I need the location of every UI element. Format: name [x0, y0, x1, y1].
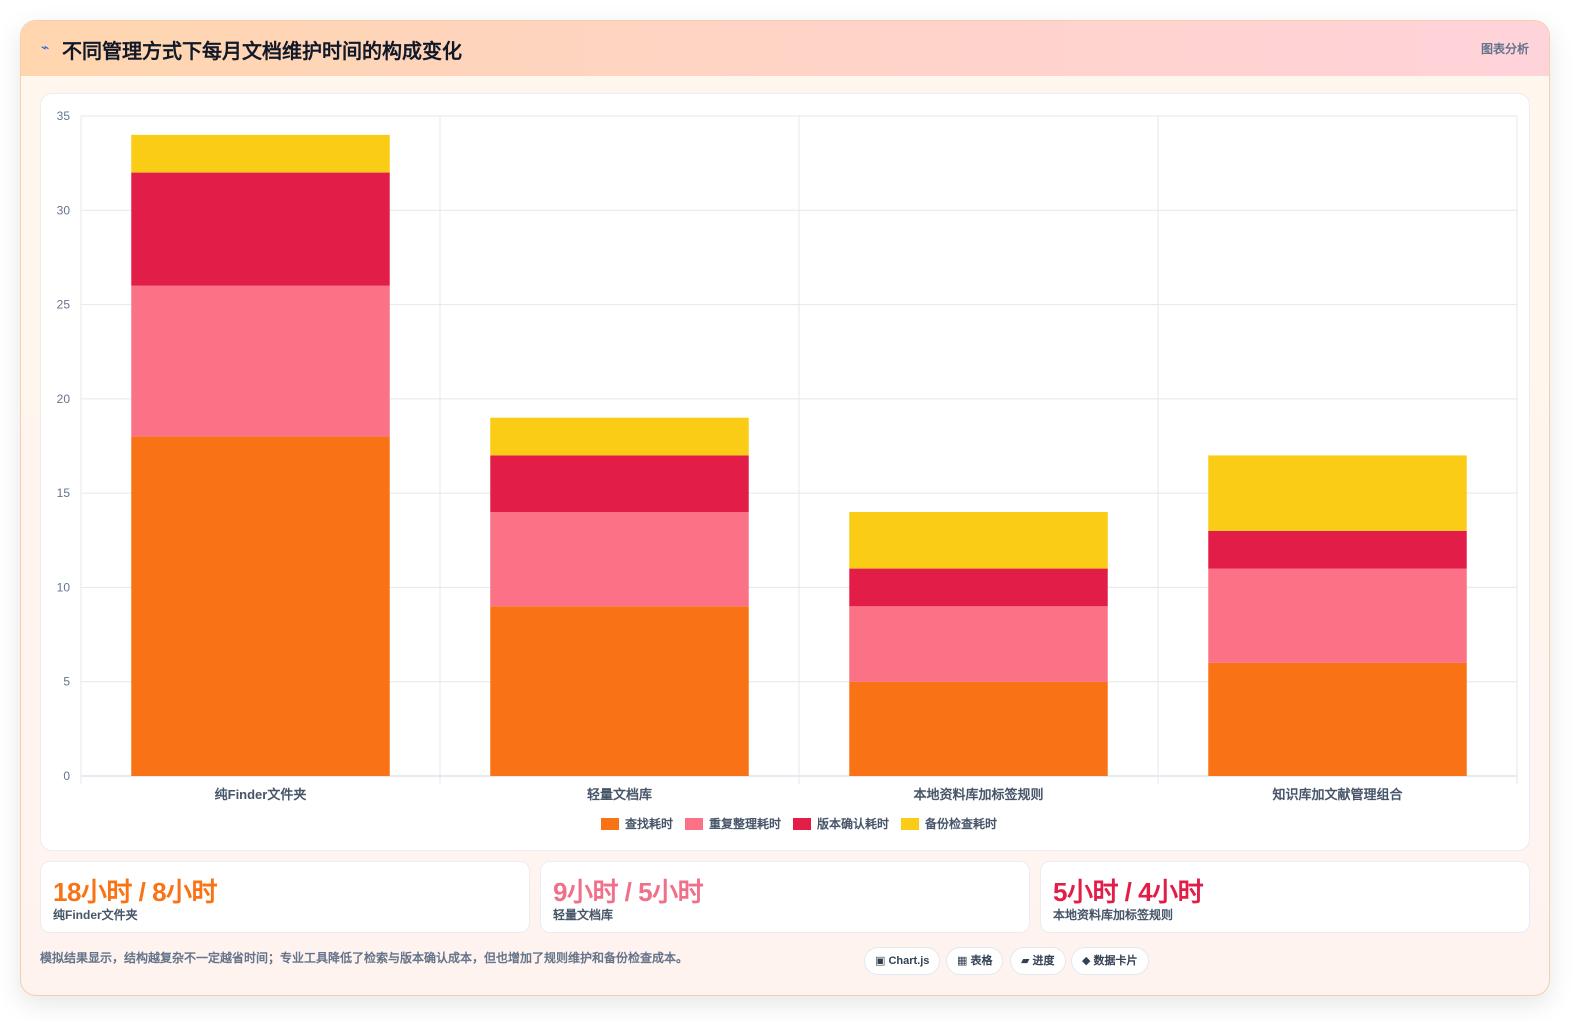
chart-card: ⌁ 不同管理方式下每月文档维护时间的构成变化 图表分析 0 5 10 15 20 25 30… [20, 20, 1550, 996]
legend-label: 重复整理耗时 [709, 816, 781, 831]
bar-segment [1208, 530, 1467, 569]
chart-analysis-tag: 图表分析 [1480, 42, 1529, 56]
bar-segment [490, 455, 749, 512]
bar-segment [849, 512, 1108, 569]
stats-row: 18小时 / 8小时 纯Finder文件夹 9小时 / 5小时 轻量文档库 5小… [40, 861, 1530, 933]
legend-label: 查找耗时 [624, 816, 673, 831]
chart-icon: ⌁ [41, 39, 50, 55]
bar-segment [131, 436, 390, 776]
bar-segment [490, 417, 749, 456]
bar-segment [131, 285, 390, 437]
stat-card: 5小时 / 4小时 本地资料库加标签规则 [1040, 861, 1530, 933]
stat-card: 9小时 / 5小时 轻量文档库 [540, 861, 1030, 933]
legend-swatch [901, 818, 919, 830]
legend-label: 版本确认耗时 [817, 816, 889, 831]
bar-segment [849, 568, 1108, 607]
stat-label: 轻量文档库 [553, 908, 614, 922]
data-card-tag[interactable]: ◆ 数据卡片 [1071, 947, 1149, 975]
chart-panel: 0 5 10 15 20 25 30 35 纯Finder文件夹 轻量文档库 本地资料库加标签规则 知… [40, 93, 1530, 851]
card-header: ⌁ 不同管理方式下每月文档维护时间的构成变化 图表分析 [21, 21, 1549, 76]
legend-label: 备份检查耗时 [924, 816, 997, 831]
bar-segment [849, 681, 1108, 776]
y-tick-label: 0 [63, 769, 70, 783]
bar-segment [1208, 455, 1467, 531]
y-tick-label: 5 [63, 675, 70, 689]
y-tick-label: 30 [57, 203, 71, 217]
progress-tag[interactable]: ▰ 进度 [1010, 947, 1066, 975]
stacked-bar-chart: 0 5 10 15 20 25 30 35 纯Finder文件夹 轻量文档库 本地资料库加标签规则 知… [57, 109, 1518, 831]
stat-value: 5小时 / 4小时 [1053, 877, 1204, 907]
legend-swatch [685, 818, 703, 830]
chartjs-tag[interactable]: ▣ Chart.js [864, 947, 941, 975]
stat-value: 9小时 / 5小时 [553, 877, 704, 907]
bar-segment [131, 134, 390, 173]
x-tick-label: 轻量文档库 [587, 787, 652, 802]
y-tick-label: 35 [57, 109, 71, 123]
y-tick-label: 20 [57, 392, 71, 406]
card-title: 不同管理方式下每月文档维护时间的构成变化 [62, 41, 462, 63]
bar-segment [490, 606, 749, 776]
y-tick-label: 10 [57, 580, 71, 594]
bar-segment [849, 606, 1108, 682]
table-tag[interactable]: ▦ 表格 [946, 947, 1004, 975]
x-tick-label: 纯Finder文件夹 [215, 787, 307, 802]
bar-segment [490, 512, 749, 607]
x-tick-label: 本地资料库加标签规则 [913, 787, 1043, 802]
bar-segment [1208, 662, 1467, 776]
bar-segment [131, 172, 390, 286]
y-tick-label: 25 [57, 298, 71, 312]
x-tick-label: 知识库加文献管理组合 [1272, 787, 1403, 802]
footer-note: 模拟结果显示，结构越复杂不一定越省时间；专业工具降低了检索与版本确认成本，但也增… [40, 951, 689, 965]
stat-label: 本地资料库加标签规则 [1053, 908, 1174, 922]
bar-segment [1208, 568, 1467, 663]
y-tick-label: 15 [57, 486, 71, 500]
stat-card: 18小时 / 8小时 纯Finder文件夹 [40, 861, 530, 933]
stat-value: 18小时 / 8小时 [53, 877, 218, 907]
stat-label: 纯Finder文件夹 [53, 908, 138, 922]
legend-swatch [793, 818, 811, 830]
legend-swatch [601, 818, 619, 830]
